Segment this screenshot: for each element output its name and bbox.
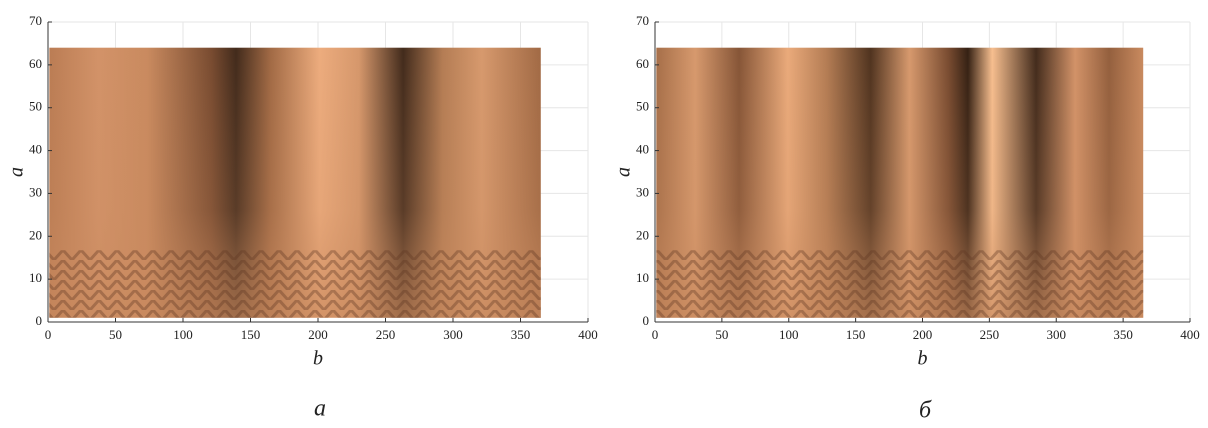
caption: б <box>919 398 932 424</box>
chart: 0 50 100 150 200 250 300 350 400 0 10 20 30 40 50 60 70 b… <box>6 13 598 422</box>
y-tick-label: 0 <box>36 313 43 328</box>
x-tick-label: 250 <box>376 327 396 342</box>
x-tick-label: 400 <box>578 327 598 342</box>
x-tick-label: 0 <box>652 327 659 342</box>
x-tick-label: 250 <box>980 327 1000 342</box>
y-tick-label: 30 <box>29 184 42 199</box>
y-tick-label: 0 <box>643 313 650 328</box>
x-axis-label: b <box>313 348 323 370</box>
scalogram-texture <box>49 250 541 318</box>
y-tick-label: 20 <box>636 227 649 242</box>
y-tick-label: 20 <box>29 227 42 242</box>
y-tick-label: 40 <box>29 142 42 157</box>
y-tick-label: 50 <box>636 99 649 114</box>
x-tick-label: 150 <box>241 327 261 342</box>
x-tick-label: 150 <box>846 327 866 342</box>
y-tick-label: 60 <box>29 56 42 71</box>
x-tick-label: 200 <box>913 327 933 342</box>
x-tick-label: 300 <box>1047 327 1067 342</box>
x-tick-label: 400 <box>1180 327 1200 342</box>
scalogram-texture <box>656 250 1144 318</box>
y-tick-label: 50 <box>29 99 42 114</box>
x-tick-label: 300 <box>443 327 463 342</box>
y-axis-label: a <box>613 167 635 177</box>
x-tick-label: 350 <box>511 327 531 342</box>
x-tick-label: 0 <box>45 327 52 342</box>
y-tick-label: 60 <box>636 56 649 71</box>
x-tick-label: 200 <box>308 327 328 342</box>
chart: 0 50 100 150 200 250 300 350 400 0 10 20 30 40 50 60 70 b… <box>613 13 1200 424</box>
y-tick-label: 70 <box>636 13 649 28</box>
caption: а <box>314 396 326 422</box>
x-tick-label: 50 <box>715 327 728 342</box>
y-tick-label: 70 <box>29 13 42 28</box>
x-tick-label: 100 <box>173 327 193 342</box>
x-axis-label: b <box>918 348 928 370</box>
x-tick-label: 50 <box>109 327 122 342</box>
y-tick-label: 30 <box>636 184 649 199</box>
y-tick-label: 10 <box>29 270 42 285</box>
x-tick-label: 350 <box>1113 327 1133 342</box>
y-axis-label: a <box>6 167 28 177</box>
x-tick-label: 100 <box>779 327 799 342</box>
y-tick-label: 40 <box>636 142 649 157</box>
y-tick-label: 10 <box>636 270 649 285</box>
